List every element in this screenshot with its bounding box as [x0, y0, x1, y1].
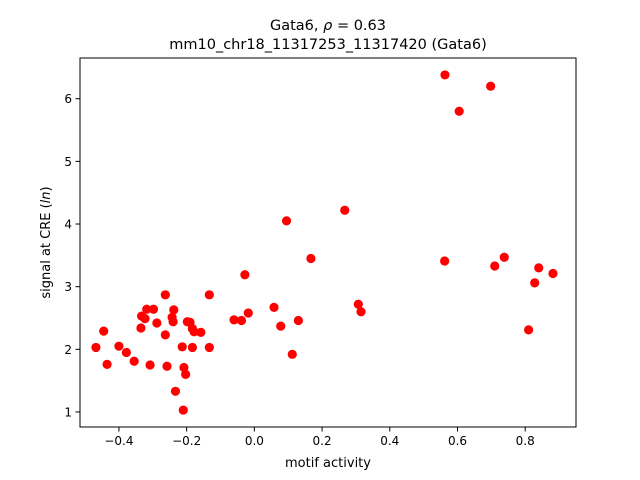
data-point — [136, 323, 146, 333]
y-axis-ticks: 1 2 3 4 5 6 — [64, 92, 80, 419]
data-point — [340, 205, 350, 215]
data-point — [236, 315, 247, 326]
data-point — [440, 70, 450, 80]
data-point — [240, 270, 250, 280]
chart-subtitle: mm10_chr18_11317253_11317420 (Gata6) — [169, 37, 486, 53]
data-point — [356, 307, 366, 317]
data-point — [189, 327, 199, 337]
y-tick-label: 5 — [64, 155, 72, 169]
data-point — [91, 342, 101, 353]
data-point — [129, 356, 139, 366]
data-points — [91, 70, 558, 415]
data-point — [121, 347, 131, 358]
data-point — [160, 330, 170, 340]
data-point — [148, 304, 159, 314]
data-point — [102, 359, 112, 369]
data-point — [181, 369, 191, 379]
x-tick-label: 0.8 — [516, 434, 535, 448]
title-main: Gata6, — [270, 18, 323, 34]
data-point — [293, 315, 303, 326]
x-tick-label: 0.6 — [448, 434, 467, 448]
x-tick-label: 0.2 — [313, 434, 332, 448]
title-rho: ρ — [323, 18, 333, 34]
x-tick-label: −0.4 — [104, 434, 133, 448]
data-point — [169, 305, 179, 315]
plot-frame — [79, 57, 577, 428]
data-point — [499, 252, 509, 262]
data-point — [454, 106, 464, 116]
y-axis-label-pre: signal at CRE ( — [39, 203, 54, 298]
data-point — [287, 349, 297, 359]
y-tick-label: 1 — [64, 405, 72, 419]
data-point — [177, 342, 187, 352]
data-point — [548, 268, 558, 279]
y-tick-label: 3 — [64, 280, 72, 294]
data-point — [178, 405, 188, 415]
y-axis-label-ln: ln — [39, 191, 54, 203]
y-axis-label-post: ) — [39, 186, 54, 191]
data-point — [152, 318, 162, 328]
data-point — [142, 304, 152, 314]
x-axis-label: motif activity — [285, 456, 371, 471]
data-point — [229, 315, 239, 325]
data-point — [204, 342, 214, 353]
data-point — [269, 302, 279, 312]
y-tick-label: 2 — [64, 343, 72, 357]
data-point — [160, 290, 170, 300]
data-point — [530, 278, 540, 288]
data-point — [534, 263, 544, 273]
data-point — [306, 253, 316, 264]
data-point — [187, 342, 198, 353]
data-point — [440, 256, 450, 266]
data-point — [281, 216, 292, 226]
y-axis-label: signal at CRE (ln) — [39, 186, 54, 298]
title-eq: = 0.63 — [332, 18, 386, 34]
x-tick-label: −0.2 — [172, 434, 201, 448]
data-point — [114, 341, 124, 351]
y-tick-label: 4 — [64, 218, 72, 232]
data-point — [276, 321, 286, 331]
data-point — [204, 290, 214, 300]
data-point — [524, 325, 534, 335]
data-point — [162, 361, 172, 371]
data-point — [170, 386, 181, 396]
x-tick-label: 0.4 — [380, 434, 399, 448]
data-point — [168, 317, 178, 327]
plot-area — [80, 58, 576, 427]
data-point — [140, 314, 150, 324]
data-point — [486, 81, 496, 91]
data-point — [490, 261, 500, 271]
x-axis-ticks: −0.4 −0.2 0.0 0.2 0.4 0.6 0.8 — [104, 427, 535, 448]
chart-title: Gata6, ρ = 0.63 — [270, 18, 386, 34]
x-tick-label: 0.0 — [245, 434, 264, 448]
data-point — [99, 326, 109, 336]
data-point — [145, 360, 155, 370]
data-point — [243, 308, 253, 318]
data-point — [353, 299, 363, 309]
data-point — [179, 362, 189, 373]
y-tick-label: 6 — [64, 92, 72, 106]
data-point — [196, 327, 206, 338]
